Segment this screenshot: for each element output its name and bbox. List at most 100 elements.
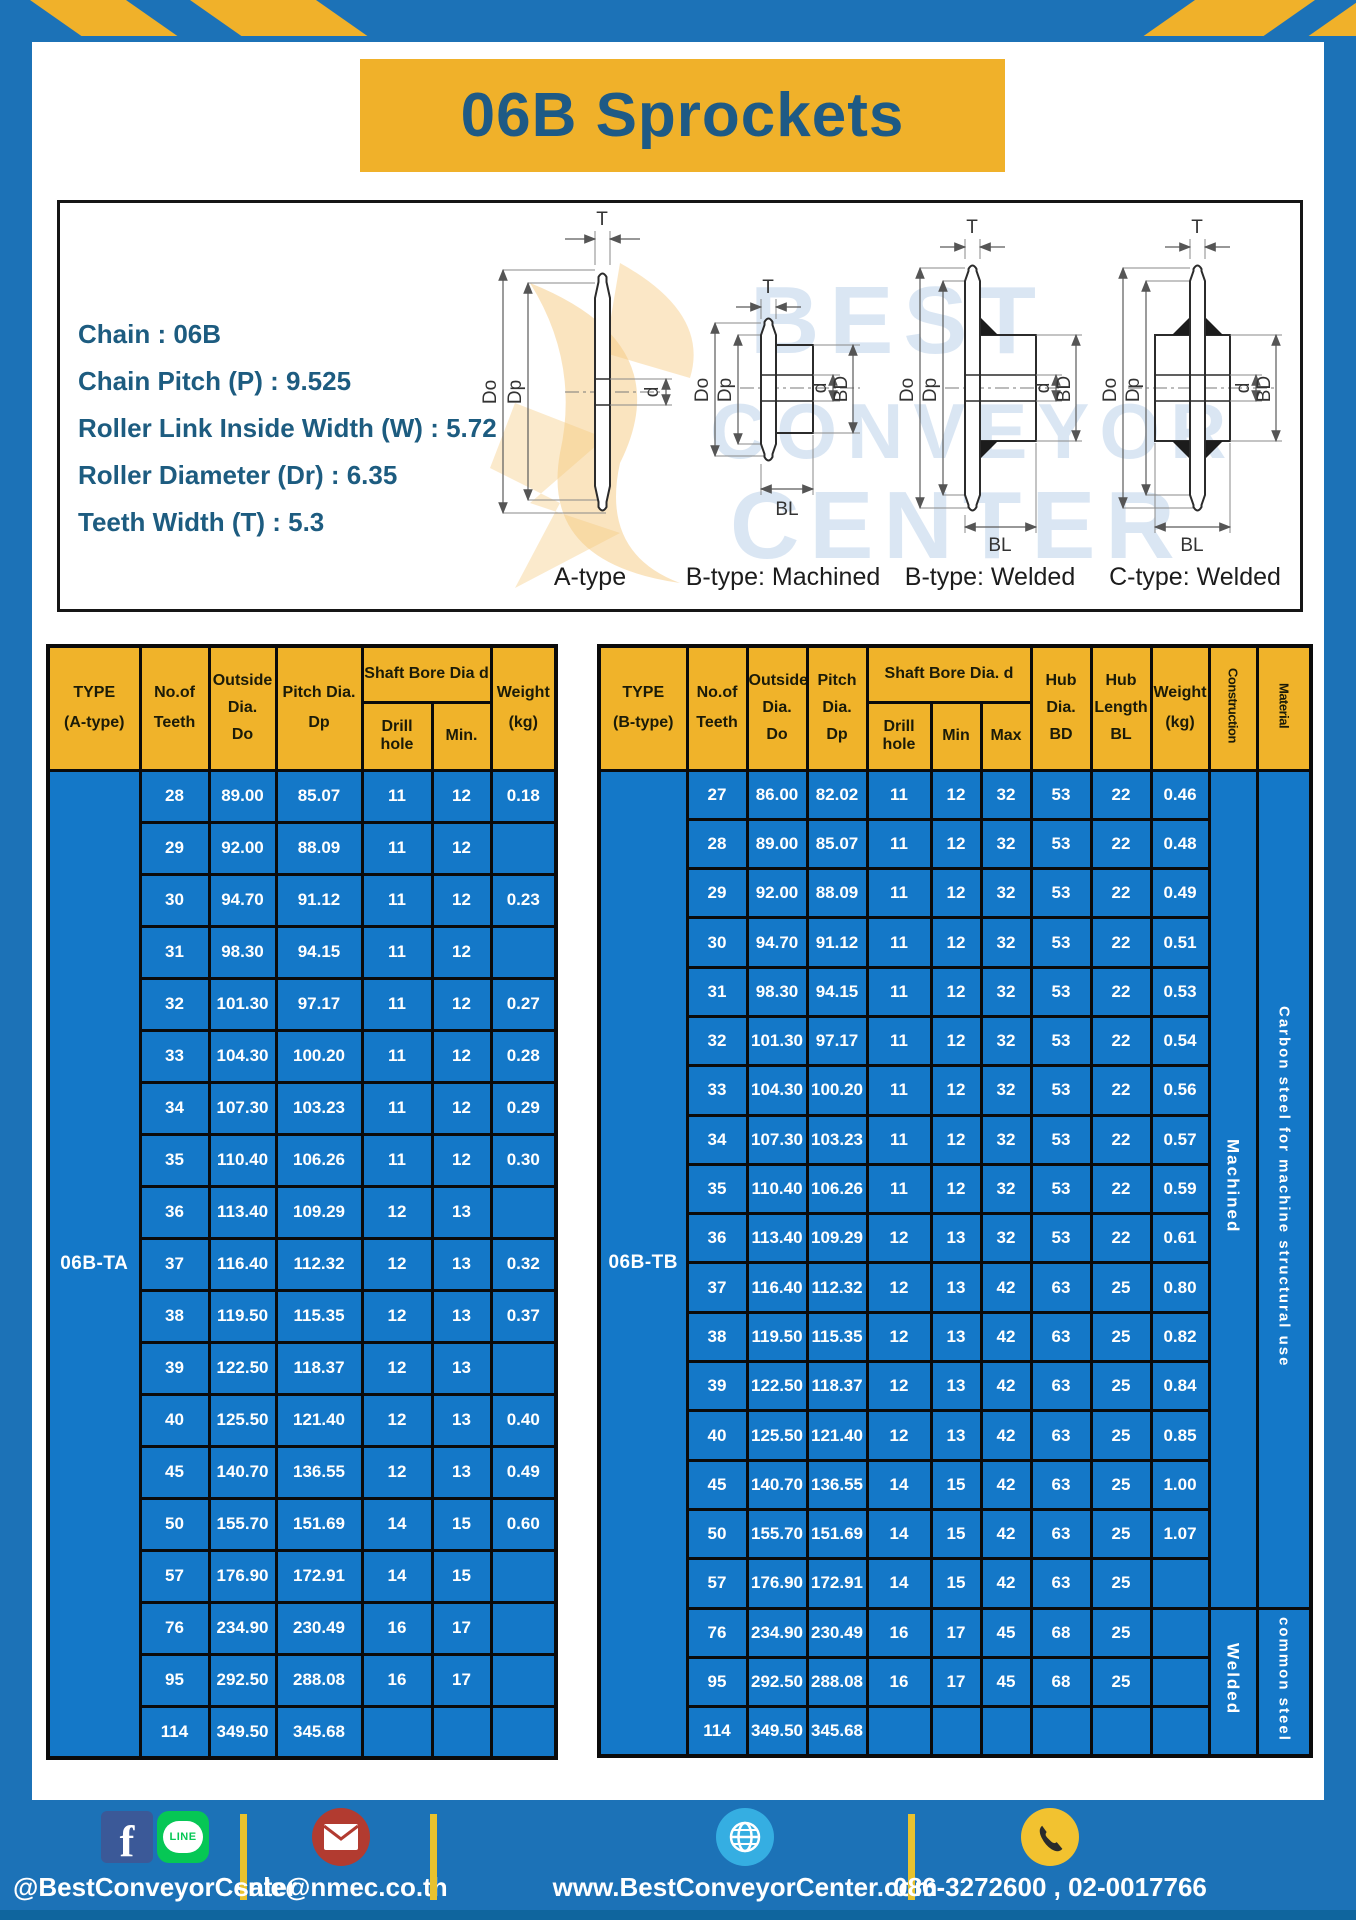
line-icon[interactable]: LINE [157, 1811, 209, 1863]
table-cell: 140.70 [745, 1458, 809, 1511]
table-cell: 32 [979, 916, 1033, 969]
table-cell: 119.50 [207, 1288, 278, 1344]
table-cell: 68 [1029, 1606, 1093, 1659]
table-cell: 12 [430, 1080, 493, 1136]
facebook-icon[interactable]: f [101, 1811, 153, 1866]
table-row: 45 140.70 136.55 14 15 42 63 25 1.00 [599, 1458, 1311, 1511]
table-cell: 0.27 [489, 976, 558, 1032]
table-cell: 140.70 [207, 1444, 278, 1500]
dim-do-label: Do [480, 380, 501, 404]
table-row: 31 98.30 94.15 11 12 32 53 22 0.53 [599, 965, 1311, 1018]
col-material: Material [1255, 644, 1313, 772]
table-cell: 118.37 [274, 1340, 364, 1396]
table-row: 40 125.50 121.40 12 13 42 63 25 0.85 [599, 1409, 1311, 1462]
table-row: 28 89.00 85.07 11 12 32 53 22 0.48 [599, 817, 1311, 871]
table-cell: 12 [430, 820, 493, 876]
table-cell: 39 [685, 1360, 749, 1413]
table-cell: 176.90 [745, 1557, 809, 1610]
table-cell: 32 [138, 976, 211, 1032]
table-cell: 17 [430, 1652, 493, 1708]
table-cell: 27 [685, 768, 749, 821]
table-row: 38 119.50 115.35 12 13 0.37 [48, 1288, 558, 1344]
table-cell: 118.37 [805, 1360, 869, 1413]
dim-bl-label: BL [775, 499, 798, 520]
table-cell: 15 [430, 1548, 493, 1604]
mail-icon[interactable] [312, 1808, 370, 1866]
table-cell: 68 [1029, 1655, 1093, 1709]
table-cell: 30 [685, 916, 749, 969]
table-cell: 45 [979, 1606, 1033, 1659]
table-cell: 57 [685, 1557, 749, 1610]
footer-divider [430, 1814, 437, 1900]
table-cell: 0.49 [489, 1444, 558, 1500]
table-cell: 12 [929, 1014, 983, 1068]
dim-dp-label: Dp [505, 380, 526, 404]
col-max: Max [979, 700, 1033, 772]
table-cell: 53 [1029, 1113, 1093, 1166]
dim-bd-label: BD [1254, 376, 1275, 402]
table-cell: 121.40 [805, 1409, 869, 1462]
table-cell: 136.55 [274, 1444, 364, 1500]
table-row: 32 101.30 97.17 11 12 32 53 22 0.54 [599, 1014, 1311, 1068]
table-cell: 0.48 [1149, 817, 1211, 871]
table-cell: 33 [685, 1064, 749, 1117]
table-cell [489, 1340, 558, 1396]
table-cell: 13 [929, 1310, 983, 1364]
hazard-stripe [30, 0, 178, 36]
table-cell: 25 [1089, 1458, 1153, 1511]
table-b-type: TYPE (B-type) No.of Teeth Outside Dia. Do Pi… [597, 644, 1313, 1758]
dim-d-label: d [1033, 383, 1054, 394]
table-cell [489, 1548, 558, 1604]
table-cell: 12 [929, 817, 983, 871]
table-cell: 22 [1089, 768, 1153, 821]
caption-a-type: A-type [554, 563, 626, 591]
table-cell: 91.12 [805, 916, 869, 969]
table-cell: 32 [979, 1212, 1033, 1265]
table-row: 33 104.30 100.20 11 12 32 53 22 0.56 [599, 1064, 1311, 1117]
drawing-a-type: T Do Dp d A-type [480, 209, 672, 591]
footer-email-section: sale@nmec.co.th [234, 1808, 448, 1903]
dim-dp-label: Dp [715, 378, 736, 402]
table-cell: 292.50 [207, 1652, 278, 1708]
table-row: 76 234.90 230.49 16 17 45 68 25 Welded common ste… [599, 1606, 1313, 1758]
table-cell: 16 [865, 1606, 933, 1659]
table-cell: 13 [430, 1444, 493, 1500]
table-cell: 63 [1029, 1261, 1093, 1314]
table-cell: 288.08 [274, 1652, 364, 1708]
table-cell: 0.51 [1149, 916, 1211, 969]
table-cell [489, 1652, 558, 1708]
footer-divider [908, 1814, 915, 1900]
table-cell: 12 [865, 1261, 933, 1314]
table-cell: 92.00 [207, 820, 278, 876]
spec-teeth-width: Teeth Width (T) : 5.3 [78, 507, 325, 537]
table-cell: 32 [979, 1014, 1033, 1068]
website-label[interactable]: www.BestConveyorCenter.com [552, 1872, 938, 1902]
phone-icon[interactable] [1021, 1808, 1079, 1866]
table-cell: 15 [929, 1557, 983, 1610]
table-cell: 100.20 [274, 1028, 364, 1084]
table-cell: 88.09 [274, 820, 364, 876]
table-cell [360, 1704, 434, 1760]
table-cell: 12 [430, 1028, 493, 1084]
table-cell: 17 [929, 1606, 983, 1659]
dim-dp-label: Dp [1123, 378, 1144, 402]
table-cell: 63 [1029, 1360, 1093, 1413]
phone-label[interactable]: 086-3272600 , 02-0017766 [893, 1872, 1207, 1902]
table-cell: 53 [1029, 1014, 1093, 1068]
social-handle[interactable]: @BestConveyorCenter [13, 1872, 297, 1902]
footer-website-section: www.BestConveyorCenter.com [553, 1808, 937, 1903]
table-cell: 42 [979, 1507, 1033, 1561]
table-cell: 0.82 [1149, 1310, 1211, 1364]
table-cell: 116.40 [745, 1261, 809, 1314]
table-cell: 110.40 [745, 1162, 809, 1216]
table-cell: 12 [430, 976, 493, 1032]
table-cell: 63 [1029, 1310, 1093, 1364]
table-cell: 42 [979, 1458, 1033, 1511]
material-cell: common steel [1255, 1606, 1313, 1758]
table-cell: 82.02 [805, 768, 869, 821]
col-hub-length: Hub Length BL [1089, 644, 1153, 772]
table-cell: 0.30 [489, 1132, 558, 1188]
table-cell: 14 [360, 1496, 434, 1552]
email-label[interactable]: sale@nmec.co.th [234, 1872, 448, 1902]
globe-icon[interactable] [716, 1808, 774, 1866]
